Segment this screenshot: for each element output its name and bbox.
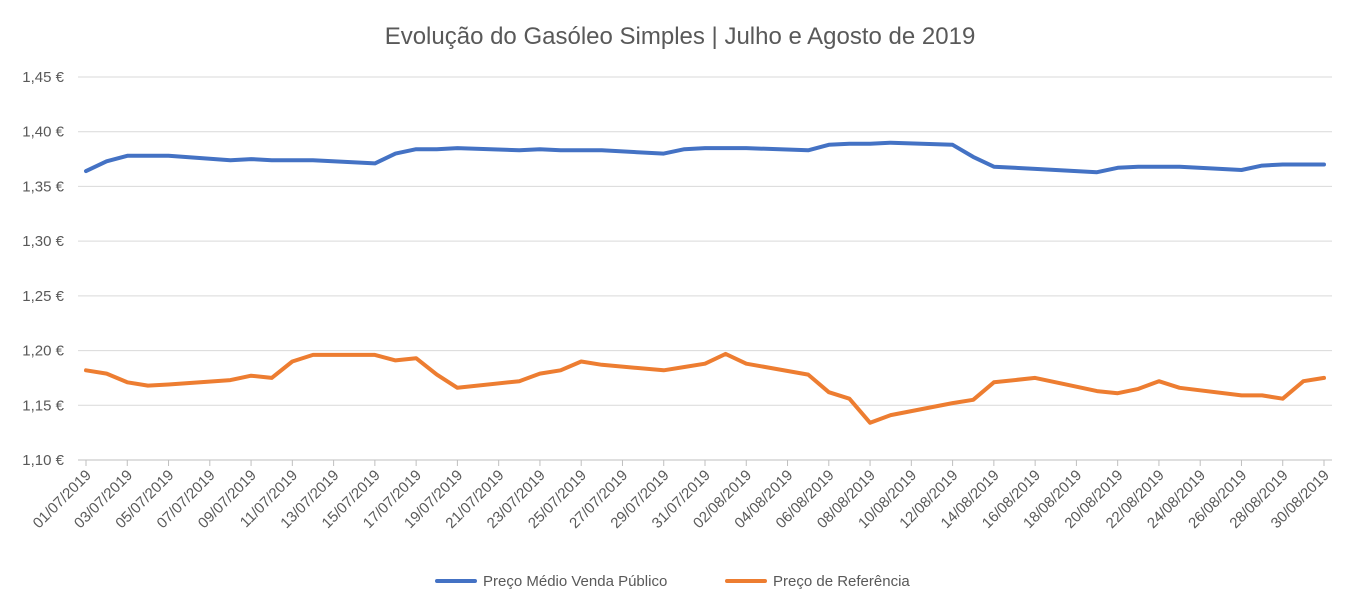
y-tick-label: 1,10 € xyxy=(22,452,64,469)
series-line-2 xyxy=(84,351,1326,425)
series-lines xyxy=(84,140,1326,425)
y-tick-label: 1,15 € xyxy=(22,397,64,414)
x-axis-ticks: 01/07/201903/07/201905/07/201907/07/2019… xyxy=(30,460,1333,532)
y-tick-label: 1,40 € xyxy=(22,124,64,141)
legend-label-2: Preço de Referência xyxy=(773,573,910,590)
legend-label-1: Preço Médio Venda Público xyxy=(483,573,667,590)
y-tick-label: 1,35 € xyxy=(22,178,64,195)
y-tick-label: 1,25 € xyxy=(22,288,64,305)
y-axis-ticks: 1,10 € 1,15 € 1,20 € 1,25 € 1,30 € 1,35 € 1,40… xyxy=(22,69,64,469)
y-tick-label: 1,20 € xyxy=(22,343,64,360)
y-tick-label: 1,45 € xyxy=(22,69,64,86)
gridlines xyxy=(78,76,1332,461)
y-tick-label: 1,30 € xyxy=(22,233,64,250)
chart-title: Evolução do Gasóleo Simples | Julho e Ag… xyxy=(385,23,976,50)
series-line-1 xyxy=(84,140,1326,175)
legend: Preço Médio Venda Público Preço de Referê… xyxy=(435,573,910,590)
